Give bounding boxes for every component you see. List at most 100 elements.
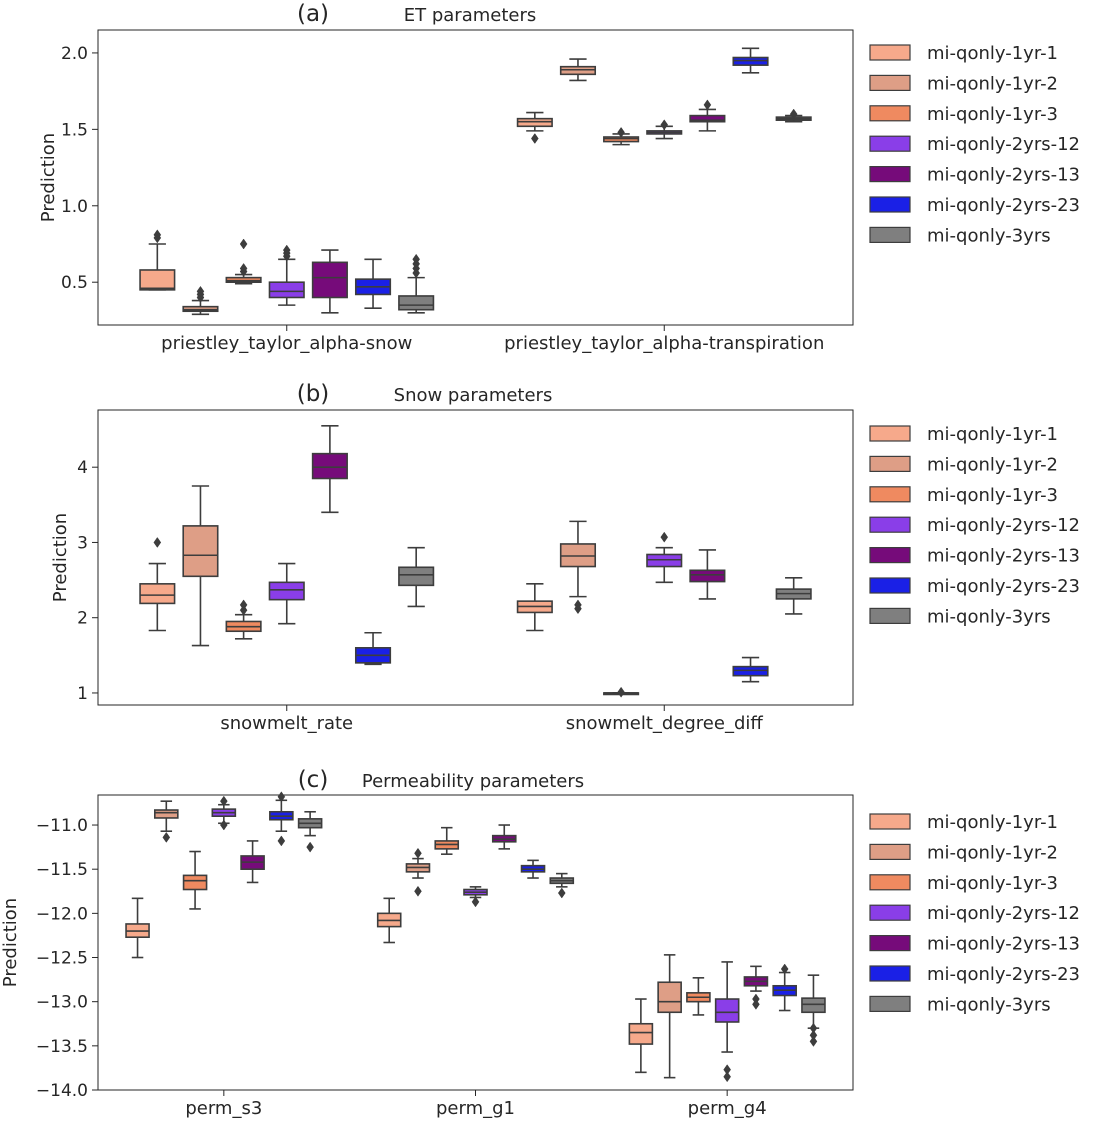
y-tick-label: −11.5 <box>36 860 88 880</box>
legend-swatch <box>869 516 911 533</box>
x-category-label: perm_g1 <box>436 1098 515 1119</box>
x-category-label: perm_s3 <box>185 1098 262 1119</box>
legend-swatch <box>869 455 911 472</box>
box-body <box>139 269 176 291</box>
box-mi-qonly-1yr-1 <box>125 897 150 959</box>
y-tick-label: −12.5 <box>36 949 88 969</box>
box-mi-qonly-1yr-3 <box>603 126 640 146</box>
legend-swatch <box>869 965 911 982</box>
box-mi-qonly-1yr-1 <box>139 537 176 632</box>
box-mi-qonly-2yrs-12 <box>646 531 683 584</box>
box-body <box>657 981 682 1014</box>
box-body <box>628 1022 654 1045</box>
chart-panel-2: −14.0 −13.5 −13.0 −12.5 −12.0 −11.5 −11.0 Predi… <box>0 767 1080 1119</box>
panel-letter: (b) <box>297 381 330 407</box>
legend-swatch <box>869 934 911 952</box>
panel-title: Permeability parameters <box>362 771 584 792</box>
flier-point <box>574 599 582 611</box>
box-mi-qonly-3yrs <box>398 253 435 314</box>
flier-point <box>752 998 760 1010</box>
box-body <box>689 114 726 123</box>
box-mi-qonly-2yrs-23 <box>520 859 546 879</box>
box-mi-qonly-2yrs-13 <box>689 99 726 132</box>
legend-swatch <box>869 813 911 830</box>
box-mi-qonly-1yr-2 <box>182 485 219 647</box>
flier-point <box>196 285 205 297</box>
legend-label: mi-qonly-2yrs-13 <box>927 934 1080 955</box>
legend-label: mi-qonly-1yr-3 <box>927 104 1058 125</box>
y-tick-label: 1.5 <box>61 120 88 140</box>
legend-swatch <box>869 904 911 921</box>
box-mi-qonly-1yr-2 <box>405 847 431 897</box>
box-mi-qonly-1yr-1 <box>376 897 402 944</box>
flier-point <box>723 1071 731 1083</box>
x-category-label: priestley_taylor_alpha-snow <box>161 333 412 354</box>
flier-point <box>239 599 248 611</box>
x-category-label: perm_g4 <box>688 1098 767 1119</box>
box-mi-qonly-2yrs-13 <box>240 840 265 884</box>
box-mi-qonly-1yr-1 <box>516 111 553 144</box>
legend-label: mi-qonly-1yr-3 <box>927 485 1058 506</box>
plot-frame <box>97 794 854 1091</box>
flier-point <box>617 686 625 698</box>
box-body <box>311 261 348 299</box>
flier-point <box>557 887 566 899</box>
flier-point <box>153 229 162 241</box>
box-mi-qonly-2yrs-12 <box>714 961 740 1083</box>
box-mi-qonly-3yrs <box>297 810 323 853</box>
legend-label: mi-qonly-1yr-1 <box>927 424 1058 445</box>
flier-point <box>306 841 314 853</box>
y-axis-label: Prediction <box>50 513 71 602</box>
legend-label: mi-qonly-2yrs-13 <box>927 165 1080 186</box>
flier-point <box>617 126 625 138</box>
y-tick-label: 1 <box>77 684 88 704</box>
flier-point <box>414 885 422 897</box>
legend-swatch <box>869 425 911 442</box>
box-mi-qonly-2yrs-23 <box>269 791 294 847</box>
box-mi-qonly-3yrs <box>398 546 435 608</box>
legend-swatch <box>869 105 911 122</box>
box-mi-qonly-1yr-3 <box>225 599 262 640</box>
box-body <box>139 583 176 605</box>
flier-point <box>220 795 228 807</box>
legend-swatch <box>869 577 911 594</box>
box-body <box>801 997 826 1014</box>
box-body <box>268 581 305 601</box>
legend-label: mi-qonly-2yrs-23 <box>927 195 1080 216</box>
y-tick-label: −13.0 <box>36 993 88 1013</box>
legend-swatch <box>869 486 911 503</box>
legend-swatch <box>869 546 911 564</box>
box-mi-qonly-2yrs-13 <box>311 425 348 514</box>
y-axis-label: Prediction <box>38 133 59 222</box>
flier-point <box>282 244 291 256</box>
panel-letter: (c) <box>298 767 329 793</box>
box-mi-qonly-2yrs-13 <box>491 824 517 850</box>
legend-swatch <box>869 995 911 1013</box>
box-mi-qonly-3yrs <box>775 577 812 615</box>
box-mi-qonly-1yr-2 <box>182 285 219 316</box>
box-body <box>398 566 435 587</box>
flier-point <box>239 263 248 274</box>
y-tick-label: 2.0 <box>61 44 88 64</box>
box-mi-qonly-1yr-3 <box>225 238 262 285</box>
box-mi-qonly-1yr-2 <box>657 954 682 1079</box>
box-mi-qonly-2yrs-23 <box>732 656 769 683</box>
flier-point <box>277 835 286 847</box>
box-body <box>311 452 348 480</box>
box-mi-qonly-2yrs-12 <box>268 562 305 625</box>
box-mi-qonly-1yr-1 <box>516 583 553 632</box>
legend-label: mi-qonly-1yr-1 <box>927 43 1058 64</box>
box-mi-qonly-2yrs-13 <box>689 549 726 600</box>
plot-frame <box>97 409 854 706</box>
legend-swatch <box>869 843 911 861</box>
box-mi-qonly-1yr-2 <box>154 800 179 843</box>
plot-frame <box>97 29 854 326</box>
legend-label: mi-qonly-2yrs-12 <box>927 134 1080 155</box>
box-mi-qonly-1yr-3 <box>603 686 640 698</box>
box-mi-qonly-1yr-3 <box>686 977 711 1016</box>
legend-swatch <box>869 44 911 61</box>
box-body <box>154 809 179 819</box>
box-mi-qonly-3yrs <box>549 872 575 899</box>
flier-point <box>239 238 248 250</box>
